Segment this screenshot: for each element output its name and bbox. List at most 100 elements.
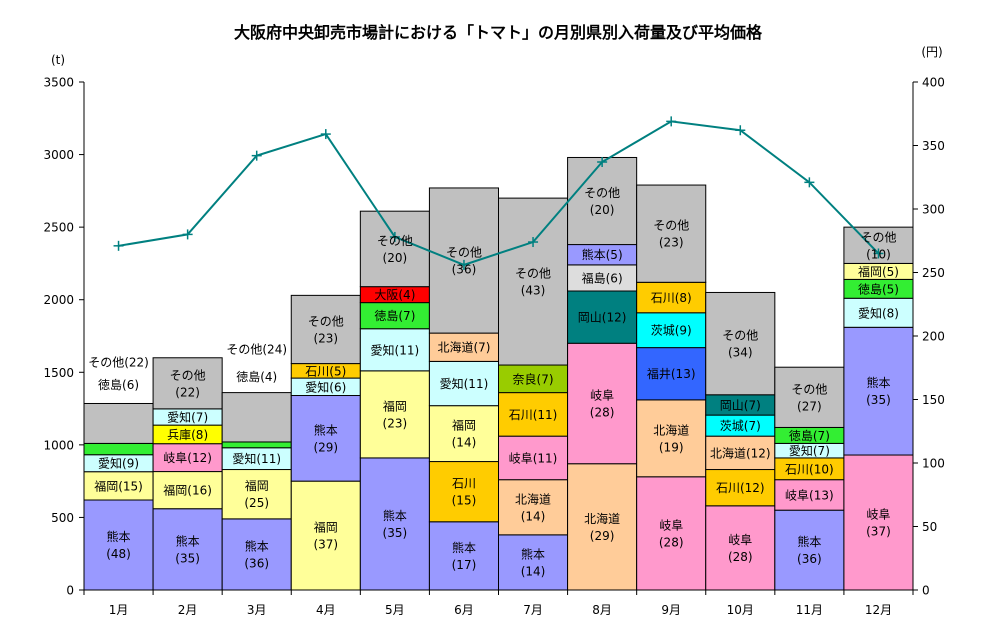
price-marker-2 (182, 229, 193, 240)
segment-label-6-3: 福岡 (14) (452, 418, 477, 450)
bar-segment-6-2 (428, 461, 499, 523)
segment-label-12-4: 徳島(5) (858, 281, 899, 296)
right-tick-label-8: 400 (922, 76, 945, 90)
segment-label-5-2: 福岡 (23) (383, 398, 408, 430)
segment-label-12-3: 愛知(8) (858, 306, 899, 320)
segment-label-7-6-line: その他 (515, 267, 551, 281)
segment-label-7-6-line: (43) (521, 284, 546, 298)
segment-label-12-4-line: 徳島(5) (858, 281, 899, 296)
bar-segment-4-1 (290, 480, 361, 591)
bar-segment-8-2 (567, 342, 638, 465)
segment-label-11-1: 熊本 (36) (797, 534, 822, 566)
right-tick-label-0: 0 (922, 584, 930, 598)
segment-label-11-1-line: 熊本 (797, 534, 821, 549)
segment-label-2-1-line: 熊本 (176, 533, 200, 548)
segment-label-4-3-line: 愛知(6) (305, 380, 346, 394)
segment-label-3-3-line: 愛知(11) (232, 452, 281, 466)
segment-label-11-6-line: その他 (791, 382, 827, 396)
outside-label-1: その他(22) (88, 356, 149, 370)
segment-label-9-3-line: 福井(13) (647, 366, 696, 381)
segment-label-9-4-line: 茨城(9) (651, 324, 692, 338)
segment-label-6-2-line: (15) (452, 494, 477, 508)
axes: 0 500 1000 1500 2000 2500 3000 3500 0 50 100 150 200… (43, 76, 944, 618)
bar-segment-3-5 (221, 392, 292, 443)
bar-segment-4-5 (290, 294, 361, 365)
bars (83, 156, 914, 591)
right-tick-label-1: 50 (922, 520, 937, 534)
segment-label-1-1-line: (48) (106, 547, 131, 561)
segment-label-10-3: 北海道(12) (710, 445, 771, 460)
bar-segment-6-5 (428, 332, 499, 362)
left-tick-label-4: 2000 (43, 293, 74, 307)
outside-label-1-line: その他(22) (88, 356, 149, 370)
segment-label-4-3: 愛知(6) (305, 380, 346, 394)
bar-segment-5-1 (359, 457, 430, 591)
segment-label-10-6-line: (34) (728, 346, 753, 360)
x-tick-label-5: 5月 (385, 603, 405, 617)
segment-label-5-2-line: (23) (383, 416, 408, 430)
outside-label-3-line: その他(24) (226, 343, 287, 357)
segment-label-6-5-line: 北海道(7) (437, 340, 490, 355)
outside-label-2: 徳島(6) (98, 377, 139, 392)
segment-label-12-1-line: (37) (866, 525, 891, 539)
price-marker-1 (113, 240, 124, 251)
segment-label-8-3: 岡山(12) (578, 311, 627, 325)
segment-label-7-5-line: 奈良(7) (513, 371, 554, 386)
segment-label-4-4: 石川(5) (305, 364, 346, 378)
segment-label-9-1-line: 岐阜 (659, 518, 683, 532)
right-tick-label-4: 200 (922, 330, 945, 344)
segment-label-10-3-line: 北海道(12) (710, 445, 771, 460)
price-marker-10 (735, 125, 746, 136)
segment-label-10-2: 石川(12) (716, 481, 765, 495)
segment-label-9-4: 茨城(9) (651, 324, 692, 338)
outside-label-2-line: 徳島(6) (98, 377, 139, 392)
price-line-layer (113, 116, 884, 270)
segment-label-9-2-line: 北海道 (653, 422, 689, 437)
segment-label-9-1-line: (28) (659, 535, 684, 549)
segment-label-7-2: 北海道 (14) (515, 491, 551, 523)
right-tick-label-6: 300 (922, 203, 945, 217)
right-tick-label-3: 150 (922, 393, 945, 407)
segment-label-5-3-line: 愛知(11) (371, 343, 420, 357)
bar-segment-11-1 (774, 509, 845, 591)
segment-label-2-3-line: 岐阜(12) (163, 451, 212, 465)
segment-label-2-3: 岐阜(12) (163, 451, 212, 465)
left-tick-label-0: 0 (66, 584, 74, 598)
segment-label-11-2: 岐阜(13) (785, 488, 834, 502)
segment-labels: 熊本(48)福岡(15)愛知(9)熊本(35)福岡(16)岐阜(12)兵庫(8)… (88, 186, 899, 578)
bar-segment-5-4 (359, 302, 430, 330)
segment-label-12-6-line: その他 (860, 230, 896, 244)
segment-label-2-1: 熊本 (35) (175, 533, 200, 565)
segment-label-1-1-line: 熊本 (107, 529, 131, 544)
segment-label-11-2-line: 岐阜(13) (785, 488, 834, 502)
segment-label-1-2: 福岡(15) (94, 478, 143, 493)
segment-label-8-4: 福島(6) (582, 270, 623, 285)
segment-label-5-6: その他 (20) (377, 234, 413, 265)
segment-label-12-6-line: (10) (866, 247, 891, 261)
segment-label-4-5-line: (23) (313, 331, 338, 345)
right-tick-label-7: 350 (922, 139, 945, 153)
segment-label-5-3: 愛知(11) (371, 343, 420, 357)
segment-label-6-5: 北海道(7) (437, 340, 490, 355)
segment-label-12-5-line: 福岡(5) (858, 264, 899, 279)
segment-label-9-5: 石川(8) (651, 291, 692, 305)
price-marker-5 (389, 231, 400, 242)
segment-label-8-5: 熊本(5) (582, 247, 623, 262)
x-tick-label-7: 7月 (523, 603, 543, 617)
segment-label-9-6-line: (23) (659, 236, 684, 250)
bar-segment-1-5 (83, 402, 154, 444)
segment-label-2-6-line: その他 (170, 368, 206, 382)
bar-segment-6-4 (428, 360, 499, 407)
segment-label-6-1: 熊本 (17) (452, 540, 477, 572)
segment-label-2-2: 福岡(16) (163, 483, 212, 498)
segment-label-12-1: 岐阜 (37) (866, 508, 891, 539)
segment-label-7-1-line: (14) (521, 564, 546, 578)
x-tick-label-9: 9月 (661, 603, 681, 617)
outside-label-4-line: 徳島(4) (236, 369, 277, 384)
segment-label-12-2-line: 熊本 (866, 375, 890, 390)
segment-label-12-6: その他 (10) (860, 230, 896, 261)
segment-label-3-1: 熊本 (36) (244, 538, 269, 570)
segment-label-4-1-line: (37) (313, 538, 338, 552)
segment-label-8-6-line: (20) (590, 203, 615, 217)
